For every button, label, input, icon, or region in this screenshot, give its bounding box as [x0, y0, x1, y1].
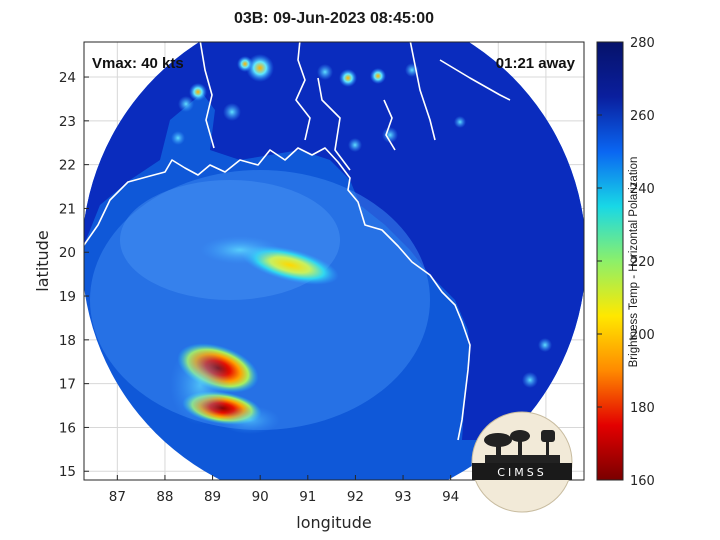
- x-axis-label: longitude: [296, 513, 371, 532]
- colorbar-tick-label: 280: [630, 36, 655, 51]
- y-axis-label: latitude: [33, 230, 52, 291]
- x-tick-label: 91: [299, 489, 316, 505]
- y-tick-label: 17: [59, 377, 76, 393]
- map-title: 03B: 09-Jun-2023 08:45:00: [233, 10, 435, 27]
- x-tick-label: 89: [204, 489, 221, 505]
- y-tick-label: 19: [59, 289, 76, 305]
- colorbar-tick-label: 260: [630, 109, 655, 124]
- colorbar-tick-labels: 160 180 200 220 240 260 280: [597, 36, 655, 489]
- y-tick-label: 20: [59, 245, 76, 261]
- x-tick-label: 88: [156, 489, 173, 505]
- y-tick-labels: 15 16 17 18 19 20 21 22 23 24: [59, 70, 89, 480]
- y-tick-label: 15: [59, 464, 76, 480]
- colorbar-tick-label: 180: [630, 401, 655, 416]
- y-tick-label: 23: [59, 114, 76, 130]
- x-tick-label: 87: [109, 489, 126, 505]
- colorbar-tick-label: 200: [630, 328, 655, 343]
- x-tick-label: 93: [394, 489, 411, 505]
- y-tick-label: 18: [59, 333, 76, 349]
- cimss-logo: CIMSS: [471, 411, 573, 513]
- axes-frame: [83, 41, 585, 481]
- swath: [84, 42, 584, 480]
- coastline: [84, 42, 584, 441]
- x-tick-label: 94: [442, 489, 459, 505]
- logo-text: CIMSS: [497, 466, 546, 479]
- y-tick-label: 22: [59, 158, 76, 174]
- colorbar-tick-label: 160: [630, 474, 655, 489]
- away-label: 01:21 away: [496, 55, 576, 72]
- colorbar-tick-label: 220: [630, 255, 655, 270]
- colorbar-tick-label: 240: [630, 182, 655, 197]
- y-tick-label: 16: [59, 420, 76, 436]
- y-tick-label: 24: [59, 70, 76, 86]
- vmax-label: Vmax: 40 kts: [92, 55, 184, 72]
- y-tick-label: 21: [59, 201, 76, 217]
- x-tick-label: 90: [252, 489, 269, 505]
- colorbar-label: Brightness Temp - Horizontal Polarizatio…: [628, 156, 640, 368]
- land-northeast: [200, 42, 584, 440]
- x-tick-label: 92: [347, 489, 364, 505]
